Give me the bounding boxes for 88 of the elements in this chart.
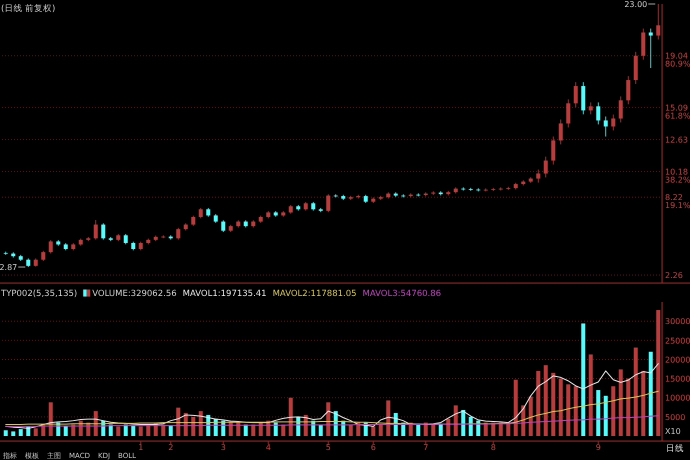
bar (618, 369, 623, 436)
y-tick-label: 5000 (665, 412, 686, 422)
bar (544, 365, 548, 436)
y-tick-label: 25000 (665, 336, 690, 346)
bar (446, 418, 450, 436)
bar (431, 424, 436, 436)
y-tick-label: 10.18 38.2% (665, 168, 690, 185)
annotation: 2.87 (0, 263, 18, 272)
bar (634, 348, 638, 436)
bar (626, 378, 630, 436)
x-tick-label: 3 (220, 443, 226, 452)
x-axis-title: 日线 (666, 443, 684, 454)
bar (461, 410, 466, 436)
bar (551, 372, 556, 436)
bar (491, 422, 496, 436)
bar (648, 352, 653, 436)
text: MAVOL2:117881.05 (272, 289, 357, 299)
y-axis-title: X10 (665, 427, 681, 436)
bar (528, 396, 533, 436)
y-tick-label: 10000 (665, 394, 690, 403)
bar (138, 426, 143, 436)
bar (48, 402, 53, 436)
chart-title: (日线 前复权) (1, 3, 56, 14)
bar (611, 386, 616, 436)
bar (274, 422, 278, 436)
y-tick-label: 2.26 (665, 271, 683, 280)
bar (656, 310, 660, 436)
bar (484, 422, 488, 436)
bar (356, 422, 360, 436)
bar (468, 416, 473, 436)
y-tick-label: 15000 (665, 374, 690, 384)
bar (288, 398, 293, 436)
bar (4, 430, 8, 436)
bar (161, 424, 166, 436)
bar (378, 424, 383, 436)
bar (476, 420, 480, 436)
y-tick-label: 20000 (665, 355, 690, 364)
y-tick-label: 12.63 (665, 136, 688, 144)
line-series (5, 390, 659, 426)
bar (131, 425, 136, 436)
bar (596, 390, 600, 436)
text: MAVOL1:197135.41 (182, 289, 267, 299)
bar (168, 425, 173, 436)
chart-title: TYP002(5,35,135) (0, 289, 78, 299)
bar (124, 424, 128, 436)
x-tick-label: 5 (326, 443, 331, 452)
bar (416, 424, 420, 436)
annotation: 23.00 (624, 0, 648, 9)
bar (281, 424, 286, 436)
line-series (5, 415, 659, 427)
bar (558, 378, 563, 436)
x-tick-label: 4 (266, 443, 271, 452)
bar (18, 429, 23, 436)
bar (566, 384, 570, 436)
bar (536, 370, 540, 436)
bar (604, 396, 608, 436)
x-tick-label: 8 (490, 443, 496, 452)
bar (588, 354, 593, 436)
x-tick-label: 2 (168, 443, 174, 452)
bar (574, 386, 578, 436)
x-tick-label: 6 (370, 443, 376, 452)
y-tick-label: 19.04 80.9% (665, 52, 690, 69)
bar (318, 424, 323, 436)
bar (228, 422, 233, 436)
bar (641, 370, 646, 436)
text: MAVOL3:54760.86 (362, 289, 442, 299)
bar (348, 424, 353, 436)
bar (34, 428, 38, 436)
y-tick-label: 8.22 19.1% (665, 193, 690, 210)
bar (244, 424, 248, 436)
x-tick-label: 1 (138, 443, 144, 452)
bar (251, 424, 256, 436)
bar (454, 405, 458, 436)
bar (236, 422, 240, 436)
bar (116, 426, 120, 436)
bar (371, 426, 376, 436)
x-tick-label: 7 (423, 443, 428, 452)
bar (64, 426, 68, 436)
bar (514, 380, 518, 436)
bar (71, 424, 76, 436)
bar (11, 431, 16, 436)
bar (438, 424, 443, 436)
x-tick-label: 9 (596, 443, 601, 452)
legend-label: VOLUME:329062.56 (92, 289, 177, 299)
bar (108, 424, 113, 436)
y-tick-label: 30000 (665, 317, 690, 326)
y-tick-label: 15.09 61.8% (665, 103, 690, 120)
bar (581, 323, 586, 436)
